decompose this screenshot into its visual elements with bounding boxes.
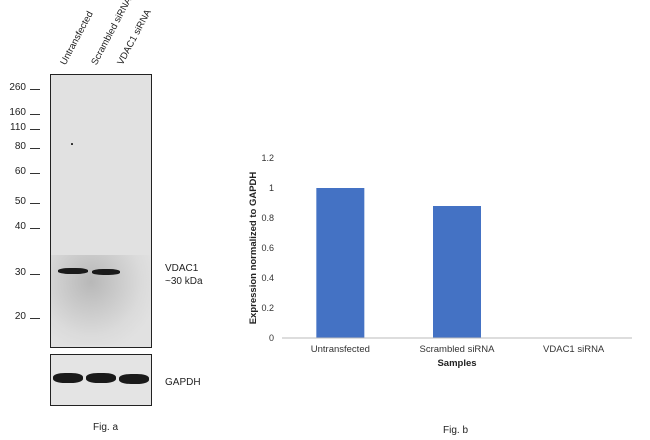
x-tick-label: VDAC1 siRNA <box>543 344 605 355</box>
vdac1-band-scrambled <box>92 269 120 275</box>
y-tick-label: 0 <box>269 333 274 343</box>
y-tick-label: 1 <box>269 183 274 193</box>
expression-bar-chart: 0 0.2 0.4 0.6 0.8 1 1.2 Untransfected Scrambled… <box>248 153 632 369</box>
vdac1-blot-image <box>50 74 152 348</box>
marker-160: 160 <box>9 107 26 118</box>
vdac1-band-untransfected <box>58 268 88 274</box>
bar-scrambled-sirna <box>433 206 481 338</box>
fig-a-caption: Fig. a <box>93 422 119 433</box>
band-label-size: ~30 kDa <box>165 276 203 287</box>
marker-20: 20 <box>14 311 26 322</box>
band-label-protein: VDAC1 <box>165 263 199 274</box>
fig-b-caption: Fig. b <box>443 425 469 436</box>
gapdh-band-scrambled <box>86 373 116 383</box>
bar-untransfected <box>316 188 365 338</box>
marker-tick <box>30 148 40 149</box>
marker-tick <box>30 274 40 275</box>
gapdh-band-untransfected <box>53 373 83 383</box>
marker-80: 80 <box>14 141 26 152</box>
x-tick-label: Scrambled siRNA <box>420 344 496 355</box>
bars <box>316 188 481 338</box>
gapdh-band-vdac1 <box>119 374 149 384</box>
y-tick-label: 0.2 <box>261 303 274 313</box>
x-tick-label: Untransfected <box>311 344 370 355</box>
marker-tick <box>30 114 40 115</box>
marker-tick <box>30 203 40 204</box>
y-axis-title: Expression normalized to GAPDH <box>248 172 259 325</box>
gapdh-blot-image <box>50 354 152 406</box>
marker-tick <box>30 173 40 174</box>
marker-tick <box>30 318 40 319</box>
x-axis: Untransfected Scrambled siRNA VDAC1 siRNA <box>282 337 632 355</box>
marker-tick <box>30 129 40 130</box>
gapdh-label: GAPDH <box>165 377 201 388</box>
y-tick-label: 0.6 <box>261 243 274 253</box>
marker-110: 110 <box>10 122 26 133</box>
y-tick-label: 1.2 <box>261 153 274 163</box>
y-tick-label: 0.8 <box>261 213 274 223</box>
marker-tick <box>30 228 40 229</box>
blot-speck <box>71 143 73 145</box>
marker-40: 40 <box>14 221 26 232</box>
marker-30: 30 <box>14 267 26 278</box>
marker-50: 50 <box>14 196 26 207</box>
y-axis: 0 0.2 0.4 0.6 0.8 1 1.2 <box>261 153 274 343</box>
marker-tick <box>30 89 40 90</box>
x-axis-title: Samples <box>437 358 476 369</box>
y-tick-label: 0.4 <box>261 273 274 283</box>
marker-260: 260 <box>9 82 26 93</box>
marker-60: 60 <box>14 166 26 177</box>
vdac1-band-label: VDAC1 ~30 kDa <box>165 262 203 288</box>
